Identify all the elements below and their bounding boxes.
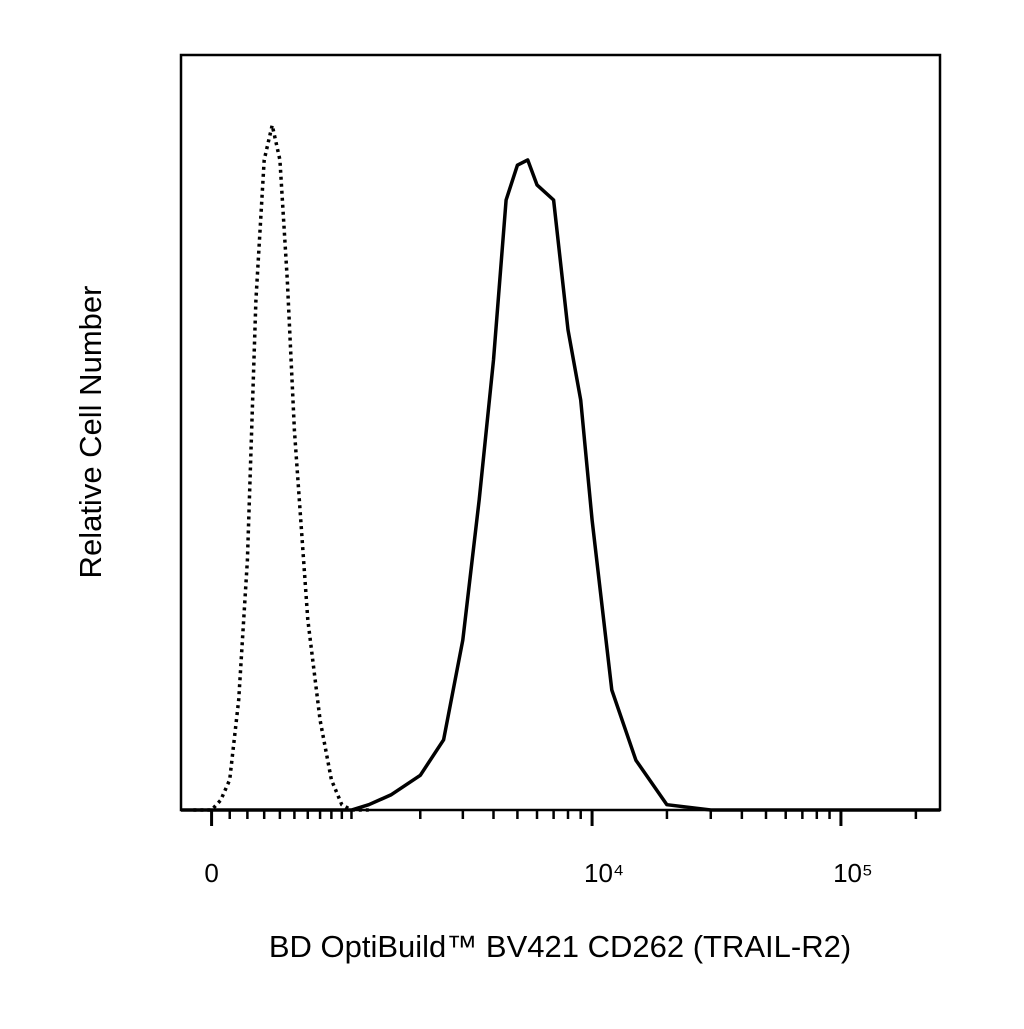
x-tick-label: 0 (204, 858, 218, 888)
x-tick-label: 10⁵ (833, 858, 873, 888)
x-tick-label: 10⁴ (584, 858, 624, 888)
histogram-line (193, 123, 369, 812)
plot-frame (179, 53, 942, 812)
histogram-line (181, 158, 940, 812)
y-axis-label: Relative Cell Number (73, 286, 108, 579)
x-axis-label: BD OptiBuild™ BV421 CD262 (TRAIL-R2) (269, 929, 851, 964)
